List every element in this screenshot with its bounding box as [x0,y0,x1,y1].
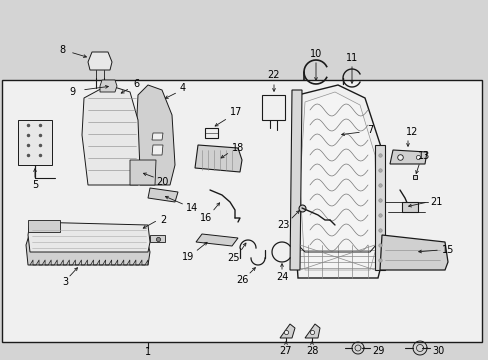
Polygon shape [379,235,447,270]
Text: 14: 14 [185,203,198,213]
Text: 26: 26 [235,275,248,285]
Text: 9: 9 [69,87,75,97]
Polygon shape [82,85,140,185]
Polygon shape [152,145,163,155]
Text: 24: 24 [275,272,287,282]
Bar [2,80,481,342]
Polygon shape [299,92,376,270]
Polygon shape [130,160,156,185]
Text: 15: 15 [441,245,453,255]
Text: 6: 6 [133,79,139,89]
Polygon shape [88,52,112,70]
Text: 1: 1 [144,347,151,357]
Text: 28: 28 [305,346,318,356]
Text: 22: 22 [267,70,280,80]
Text: 19: 19 [182,252,194,262]
Text: 21: 21 [429,197,441,207]
Text: 23: 23 [276,220,288,230]
Text: 29: 29 [371,346,384,356]
Polygon shape [389,150,426,164]
Text: 11: 11 [345,53,357,63]
Polygon shape [289,90,302,270]
Text: 18: 18 [231,143,244,153]
Text: 4: 4 [180,83,185,93]
Polygon shape [18,120,52,165]
Text: 20: 20 [156,177,168,187]
Text: 5: 5 [32,180,38,190]
Polygon shape [28,220,60,232]
Text: 12: 12 [405,127,417,137]
Text: 8: 8 [59,45,65,55]
Polygon shape [196,234,238,246]
Polygon shape [204,128,218,138]
Polygon shape [28,222,150,252]
Polygon shape [100,80,117,92]
Polygon shape [150,235,164,242]
Text: 27: 27 [279,346,292,356]
Polygon shape [26,232,150,265]
Text: 3: 3 [62,277,68,287]
Text: 16: 16 [200,213,212,223]
Text: 13: 13 [417,151,429,161]
Polygon shape [401,202,417,212]
Text: 7: 7 [366,125,372,135]
Polygon shape [305,324,319,338]
Text: 25: 25 [227,253,240,263]
Polygon shape [195,145,242,172]
Text: 10: 10 [309,49,322,59]
Polygon shape [152,133,163,140]
Polygon shape [148,188,178,202]
Polygon shape [291,85,384,278]
Text: 2: 2 [160,215,166,225]
Polygon shape [136,85,175,185]
Polygon shape [374,145,384,270]
Polygon shape [280,324,294,338]
Text: 17: 17 [229,107,242,117]
Text: 30: 30 [431,346,443,356]
